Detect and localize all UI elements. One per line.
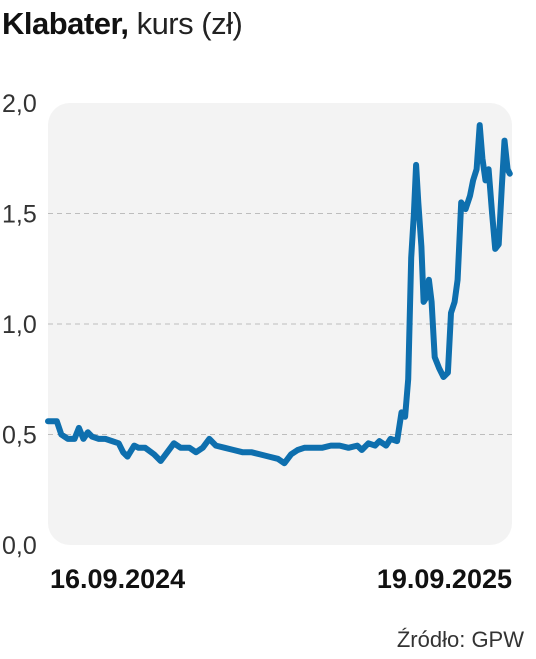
y-tick-label: 1,5 xyxy=(2,201,37,229)
x-tick-label: 19.09.2025 xyxy=(377,564,512,594)
chart-title: Klabater, kurs (zł) xyxy=(2,6,243,42)
source-note: Źródło: GPW xyxy=(396,627,524,652)
x-axis: 16.09.2024 19.09.2025 xyxy=(50,564,512,594)
y-tick-label: 2,0 xyxy=(2,90,37,118)
series-line-kurs xyxy=(45,122,513,467)
chart-title-main: Klabater, xyxy=(2,6,129,41)
y-axis: 0,0 0,5 1,0 1,5 2,0 xyxy=(2,90,37,560)
chart-title-sub: kurs (zł) xyxy=(128,6,243,41)
plot-background xyxy=(48,103,512,545)
y-tick-label: 1,0 xyxy=(2,311,37,339)
y-tick-label: 0,5 xyxy=(2,422,37,450)
y-tick-label: 0,0 xyxy=(2,532,37,560)
x-tick-label: 16.09.2024 xyxy=(50,564,185,594)
